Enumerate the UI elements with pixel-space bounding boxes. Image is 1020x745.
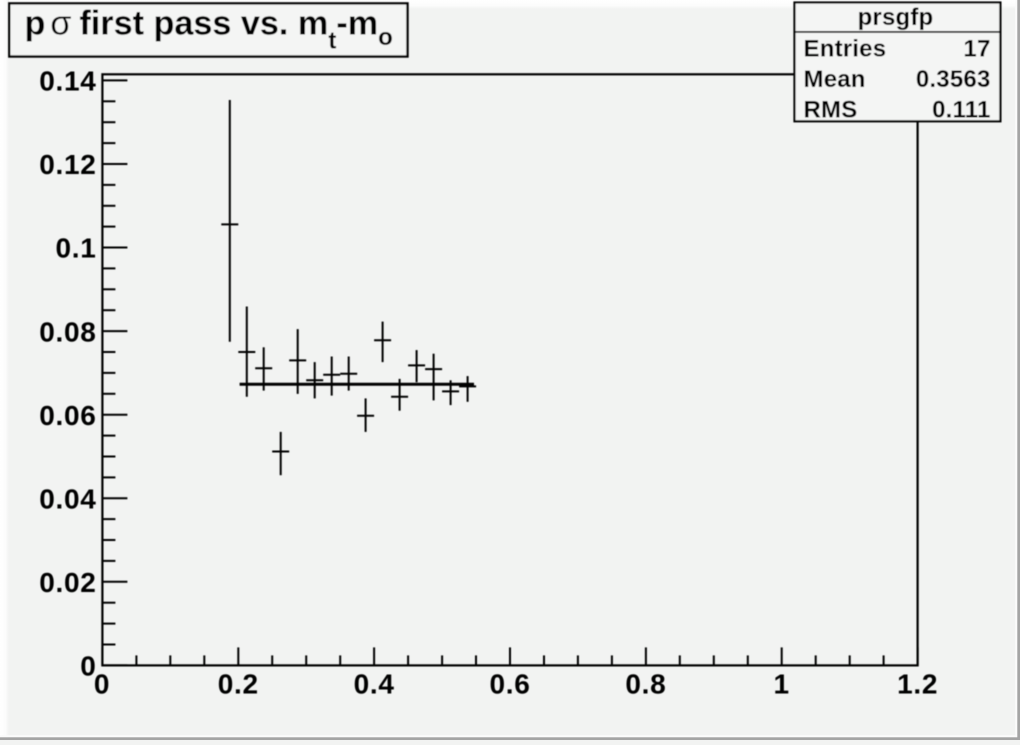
- svg-text:0.14: 0.14: [39, 66, 96, 97]
- svg-text:0.4: 0.4: [354, 668, 395, 699]
- svg-text:0.3563: 0.3563: [916, 66, 991, 93]
- svg-text:Mean: Mean: [804, 66, 866, 93]
- svg-text:0.08: 0.08: [39, 316, 96, 347]
- svg-text:0: 0: [94, 668, 110, 699]
- svg-text:1.2: 1.2: [897, 668, 938, 699]
- svg-text:Entries: Entries: [804, 35, 887, 62]
- svg-text:0.12: 0.12: [39, 149, 96, 180]
- svg-text:17: 17: [963, 35, 990, 62]
- svg-text:0: 0: [80, 651, 96, 682]
- svg-text:RMS: RMS: [804, 97, 858, 124]
- svg-text:0.02: 0.02: [39, 567, 96, 598]
- svg-text:0.6: 0.6: [489, 668, 530, 699]
- svg-text:1: 1: [774, 668, 790, 699]
- svg-text:prsgfp: prsgfp: [858, 4, 934, 31]
- svg-text:0.111: 0.111: [932, 97, 990, 124]
- svg-text:0.1: 0.1: [55, 233, 96, 264]
- svg-text:0.06: 0.06: [39, 400, 96, 431]
- svg-text:0.2: 0.2: [218, 668, 259, 699]
- svg-text:0.8: 0.8: [625, 668, 666, 699]
- svg-text:0.04: 0.04: [39, 484, 96, 515]
